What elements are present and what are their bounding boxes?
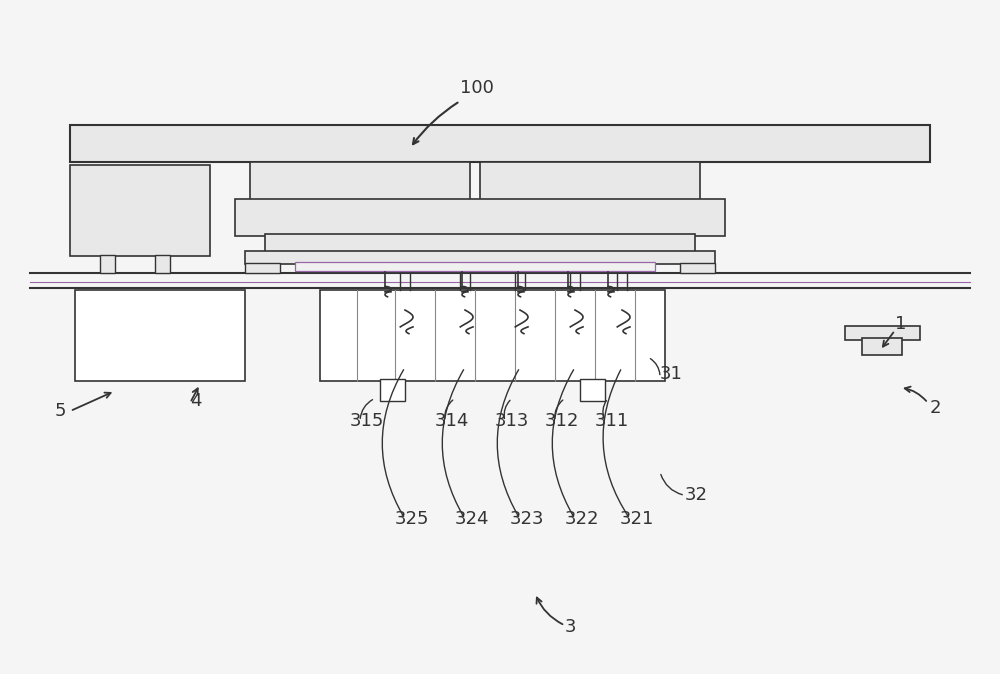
Bar bbox=[862, 338, 902, 355]
Bar bbox=[70, 125, 930, 162]
Bar bbox=[235, 199, 725, 236]
Text: 322: 322 bbox=[565, 510, 600, 528]
Text: 31: 31 bbox=[660, 365, 683, 383]
Bar bbox=[70, 165, 210, 256]
Bar bbox=[245, 263, 280, 273]
Text: 321: 321 bbox=[620, 510, 654, 528]
Text: 4: 4 bbox=[190, 392, 202, 410]
Text: 315: 315 bbox=[350, 412, 384, 430]
Text: 324: 324 bbox=[455, 510, 490, 528]
Text: 5: 5 bbox=[55, 402, 66, 420]
Text: 323: 323 bbox=[510, 510, 544, 528]
Text: 100: 100 bbox=[460, 79, 494, 96]
Text: 3: 3 bbox=[565, 618, 576, 636]
Text: 32: 32 bbox=[685, 487, 708, 504]
Bar bbox=[320, 290, 665, 381]
Bar bbox=[75, 290, 245, 381]
Text: 312: 312 bbox=[545, 412, 579, 430]
Bar bbox=[680, 263, 715, 273]
Bar bbox=[265, 234, 695, 253]
Text: 325: 325 bbox=[395, 510, 430, 528]
Bar bbox=[100, 255, 115, 273]
Bar bbox=[155, 255, 170, 273]
Bar bbox=[480, 162, 700, 202]
Bar bbox=[580, 379, 605, 401]
Bar bbox=[250, 162, 470, 202]
Text: 2: 2 bbox=[930, 399, 942, 417]
Bar bbox=[295, 262, 655, 271]
Bar bbox=[245, 251, 715, 264]
Text: 313: 313 bbox=[495, 412, 529, 430]
Text: 1: 1 bbox=[895, 315, 906, 332]
Bar bbox=[380, 379, 405, 401]
Text: 314: 314 bbox=[435, 412, 469, 430]
Bar bbox=[845, 326, 920, 340]
Text: 311: 311 bbox=[595, 412, 629, 430]
